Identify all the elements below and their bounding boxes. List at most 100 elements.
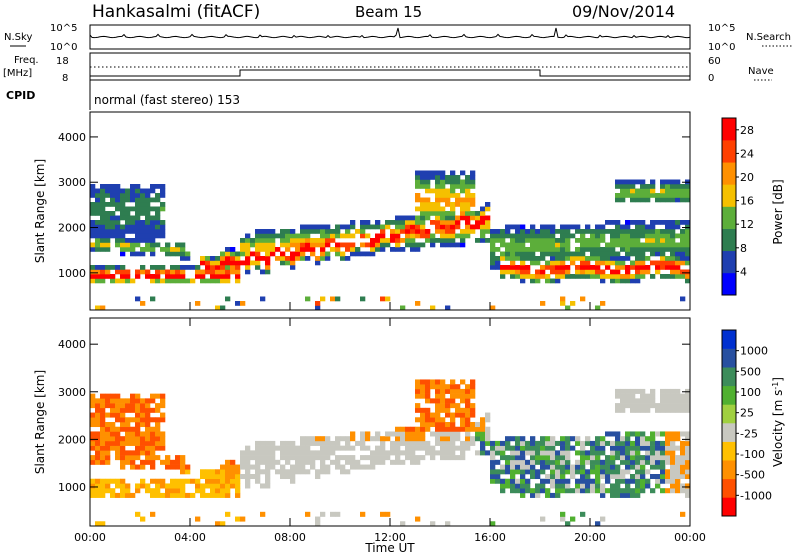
power-cell [150,206,156,212]
velocity-cell [635,445,641,451]
power-cell [145,247,151,252]
velocity-cell [630,492,636,498]
power-cell [555,251,561,257]
power-cell [415,301,421,306]
power-cell [325,229,331,234]
power-cell [220,265,226,270]
velocity-cell [510,488,516,494]
velocity-cell [320,459,326,465]
power-cell [315,229,321,234]
velocity-cell [550,469,556,475]
power-cell [375,238,381,243]
velocity-cell [505,478,511,484]
power-cell [265,238,271,243]
velocity-cell [510,478,516,484]
velocity-cell [150,440,156,446]
power-cell [615,242,621,248]
velocity-cell [570,516,576,522]
power-cell [465,229,471,234]
velocity-cell [425,426,431,432]
power-cell [560,296,566,302]
velocity-cell [435,407,441,413]
velocity-cell [435,431,441,437]
power-cell [105,247,111,252]
power-cell [345,247,351,252]
power-cell [505,242,511,248]
power-cell [560,251,566,257]
velocity-cell [100,398,106,404]
power-cell [105,220,111,225]
velocity-cell [135,450,141,456]
velocity-cell [390,440,396,446]
velocity-cell [175,492,181,498]
power-cell [440,238,446,243]
velocity-cell [125,431,131,437]
velocity-cell [140,407,146,413]
velocity-cell [350,445,356,451]
power-cell [265,229,271,234]
power-cell [235,256,241,261]
velocity-cell [550,459,556,465]
velocity-cell [615,469,621,475]
power-cell [550,242,556,248]
velocity-cell [375,436,381,442]
velocity-cell [410,450,416,456]
velocity-cell [100,431,106,437]
velocity-cell [590,464,596,470]
velocity-cell [310,455,316,461]
power-cell [200,260,206,266]
power-cell [500,251,506,257]
power-cell [535,269,541,275]
velocity-cell [630,431,636,437]
velocity-cell [110,398,116,404]
power-cell [630,238,636,243]
power-cell [635,265,641,270]
power-cell [345,224,351,230]
power-cell [105,202,111,207]
power-cell [610,238,616,243]
power-cell [665,233,671,239]
power-cell [255,242,261,248]
velocity-cell [450,450,456,456]
power-cell [615,179,621,185]
velocity-cell [160,440,166,446]
power-cell [120,206,126,212]
velocity-cell [360,431,366,437]
power-cell [595,224,601,230]
power-cell [670,269,676,275]
velocity-cell [95,478,101,484]
power-cell [620,242,626,248]
velocity-cell [615,474,621,480]
power-cell [265,256,271,261]
velocity-cell [625,488,631,494]
velocity-cell [100,521,106,527]
velocity-cell [670,478,676,484]
power-cell [425,170,431,176]
velocity-cell [120,417,126,423]
velocity-cell [335,455,341,461]
power-cell [520,278,526,284]
power-cell [620,278,626,284]
velocity-cell [410,426,416,432]
velocity-cell [515,459,521,465]
velocity-cell [615,403,621,409]
power-cell [455,242,461,248]
power-cell [660,197,666,203]
velocity-cell [665,398,671,404]
power-cell [495,247,501,252]
velocity-cell [425,393,431,399]
velocity-cell [135,398,141,404]
velocity-cell [530,488,536,494]
velocity-cell [155,440,161,446]
power-cell [255,256,261,261]
power-colorbar-swatch [722,206,736,229]
velocity-cell [150,431,156,437]
velocity-cell [415,388,421,394]
velocity-cell [575,450,581,456]
velocity-cell [110,426,116,432]
power-cell [290,229,296,234]
velocity-cell [305,459,311,465]
power-cell [650,260,656,266]
velocity-cell [540,436,546,442]
